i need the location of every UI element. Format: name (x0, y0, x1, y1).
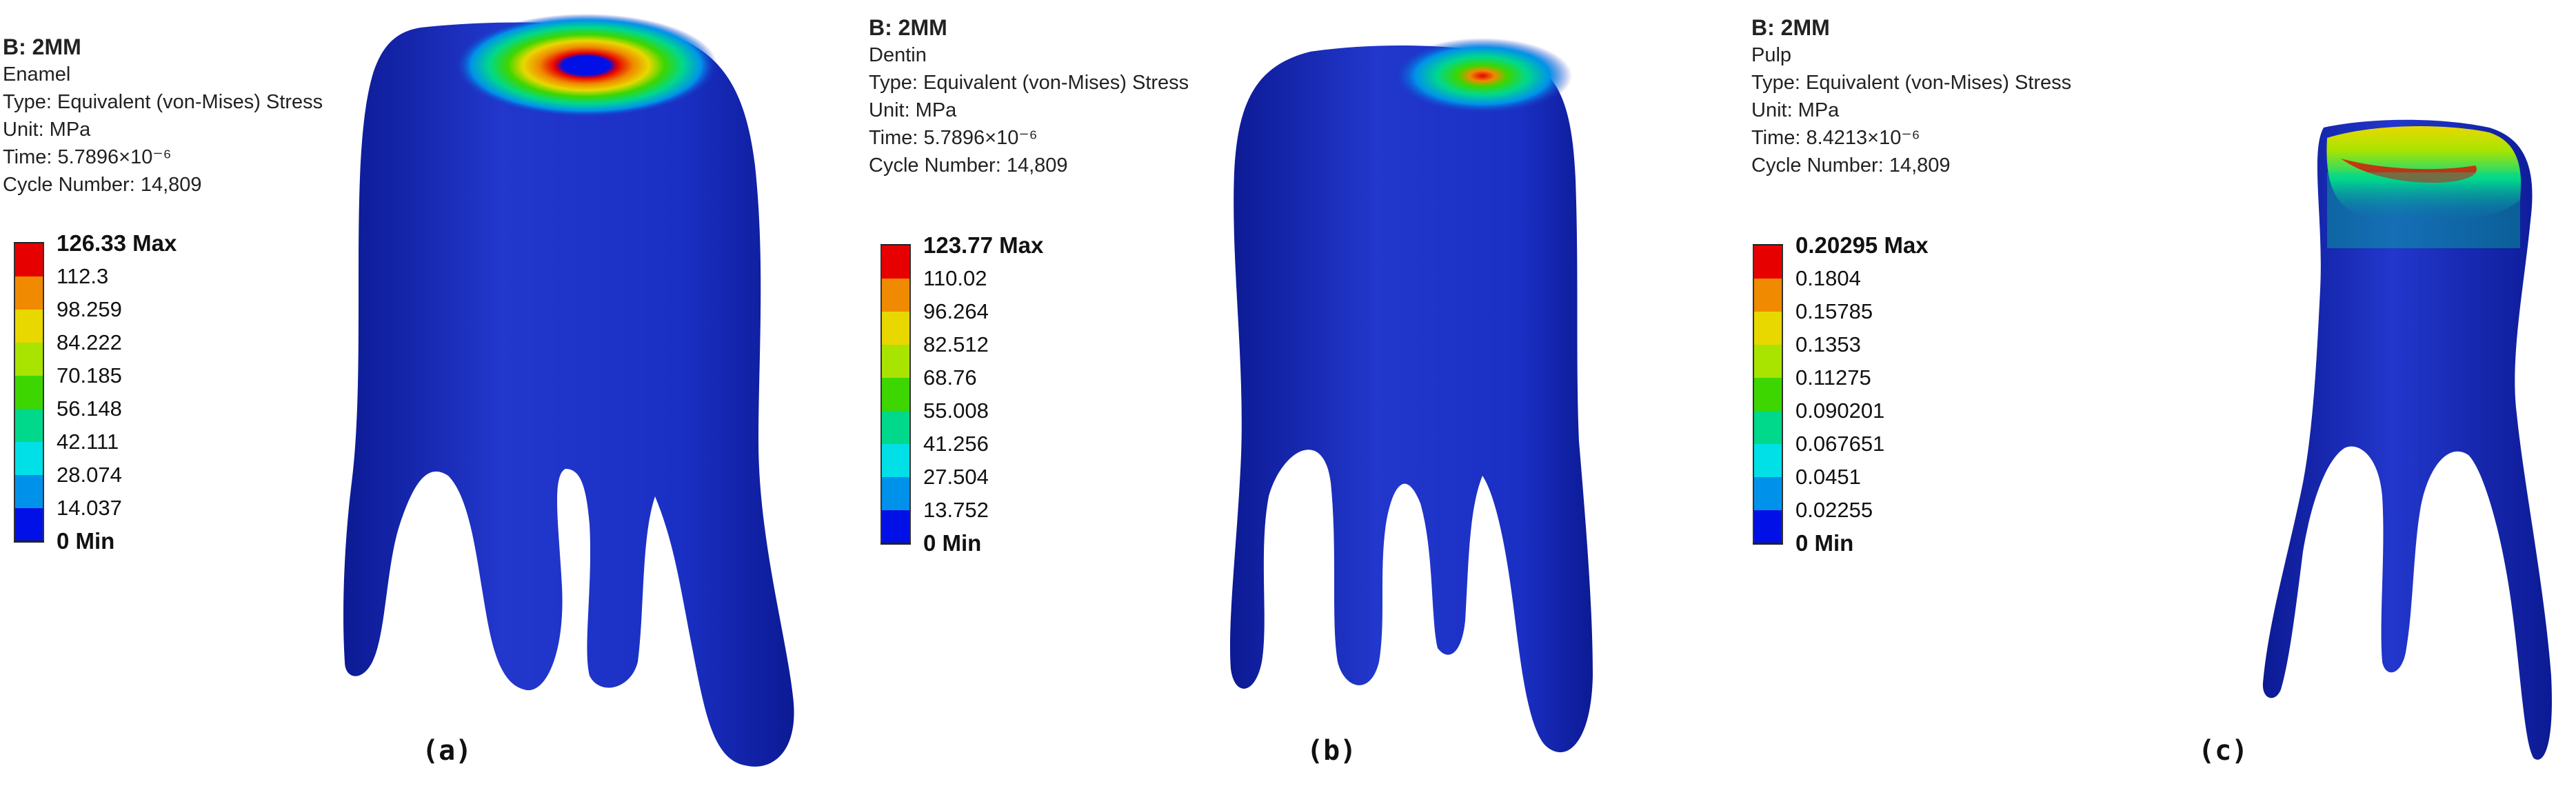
legend-max-label: 123.77 Max (923, 232, 1044, 258)
legend-min-label: 0 Min (1795, 530, 1854, 556)
legend-swatch (881, 378, 911, 411)
legend-tick-label: 0.1804 (1795, 266, 1861, 290)
info-cycle: Cycle Number: 14,809 (869, 154, 1068, 177)
legend-swatch (1753, 245, 1783, 279)
legend-tick-label: 0.1353 (1795, 332, 1861, 356)
legend-swatch (14, 475, 44, 508)
info-title: B: 2MM (1751, 15, 1830, 40)
legend-tick-label: 27.504 (923, 465, 989, 489)
legend-frame-top (14, 242, 44, 244)
legend-tick-label: 28.074 (57, 463, 122, 487)
tooth-pulp-stress-map (2262, 119, 2552, 760)
tooth-body-b (1229, 45, 1593, 753)
legend-swatch (881, 444, 911, 477)
legend-frame-top (1753, 244, 1783, 246)
legend-swatch (881, 312, 911, 345)
info-block-b: B: 2MM Dentin Type: Equivalent (von-Mise… (869, 14, 1189, 179)
info-material: Dentin (869, 44, 927, 66)
legend-tick-label: 82.512 (923, 332, 989, 356)
legend-swatch (881, 510, 911, 543)
legend-tick-label: 42.111 (57, 430, 119, 454)
legend-tick-label: 84.222 (57, 330, 122, 354)
info-type: Type: Equivalent (von-Mises) Stress (3, 91, 323, 113)
info-type: Type: Equivalent (von-Mises) Stress (869, 72, 1189, 94)
legend-swatch (14, 276, 44, 310)
legend-swatch (1753, 411, 1783, 444)
info-block-c: B: 2MM Pulp Type: Equivalent (von-Mises)… (1751, 14, 2071, 179)
legend-swatch (14, 442, 44, 475)
info-material: Enamel (3, 63, 71, 85)
tooth-enamel-stress-map (343, 14, 794, 767)
tooth-dentin-stress-map (1229, 38, 1593, 753)
legend-swatch (1753, 345, 1783, 378)
legend-swatch (14, 409, 44, 442)
info-block-a: B: 2MM Enamel Type: Equivalent (von-Mise… (3, 33, 323, 199)
legend-swatch (881, 245, 911, 279)
info-material: Pulp (1751, 44, 1792, 66)
info-unit: Unit: MPa (869, 99, 957, 121)
legend-swatch (14, 310, 44, 343)
info-time: Time: 8.4213×10⁻⁶ (1751, 127, 1920, 149)
legend-tick-label: 55.008 (923, 399, 989, 423)
legend-tick-label: 41.256 (923, 432, 989, 456)
legend-tick-label: 110.02 (923, 266, 987, 290)
legend-tick-label: 0.11275 (1795, 365, 1871, 390)
legend-frame-bottom (14, 541, 44, 543)
legend-tick-label: 96.264 (923, 299, 989, 323)
legend-tick-label: 0.067651 (1795, 432, 1885, 456)
legend-max-label: 0.20295 Max (1795, 232, 1929, 258)
legend-swatch (1753, 312, 1783, 345)
caption-b: (b) (1307, 735, 1357, 767)
legend-tick-label: 70.185 (57, 363, 122, 387)
info-cycle: Cycle Number: 14,809 (3, 174, 202, 196)
caption-c: (c) (2198, 735, 2248, 767)
legend-frame-bottom (881, 543, 911, 545)
legend-swatch (881, 477, 911, 510)
legend-swatch (1753, 510, 1783, 543)
tooth-body-a (343, 22, 794, 767)
info-unit: Unit: MPa (1751, 99, 1840, 121)
legend-swatch (1753, 279, 1783, 312)
info-unit: Unit: MPa (3, 119, 91, 141)
legend-swatch (14, 508, 44, 541)
legend-min-label: 0 Min (57, 528, 115, 554)
legend-swatch (1753, 444, 1783, 477)
legend-swatch (881, 279, 911, 312)
legend-swatch (1753, 378, 1783, 411)
legend-frame-bottom (1753, 543, 1783, 545)
legend-swatch (881, 411, 911, 444)
legend-swatch (14, 376, 44, 409)
panel-b: B: 2MM Dentin Type: Equivalent (von-Mise… (855, 0, 1717, 786)
info-time: Time: 5.7896×10⁻⁶ (869, 127, 1038, 149)
legend-tick-label: 0.02255 (1795, 498, 1873, 522)
info-title: B: 2MM (3, 34, 81, 59)
caption-a: (a) (422, 735, 472, 767)
legend-tick-label: 0.15785 (1795, 299, 1873, 323)
legend-tick-label: 0.090201 (1795, 399, 1885, 423)
legend-tick-label: 14.037 (57, 496, 122, 520)
legend-tick-label: 112.3 (57, 264, 109, 288)
legend-swatch (881, 345, 911, 378)
tooth-body-c (2262, 119, 2552, 760)
info-type: Type: Equivalent (von-Mises) Stress (1751, 72, 2072, 94)
info-title: B: 2MM (869, 15, 947, 40)
legend-tick-label: 0.0451 (1795, 465, 1861, 489)
legend-tick-label: 68.76 (923, 365, 977, 390)
panel-c: B: 2MM Pulp Type: Equivalent (von-Mises)… (1717, 0, 2576, 786)
legend-tick-label: 56.148 (57, 396, 122, 421)
legend-tick-label: 98.259 (57, 297, 122, 321)
legend-tick-label: 13.752 (923, 498, 989, 522)
legend-swatch (1753, 477, 1783, 510)
legend-swatch (14, 343, 44, 376)
legend-min-label: 0 Min (923, 530, 982, 556)
info-cycle: Cycle Number: 14,809 (1751, 154, 1951, 177)
legend-max-label: 126.33 Max (57, 230, 177, 256)
legend-frame-top (881, 244, 911, 246)
legend-swatch (14, 243, 44, 276)
info-time: Time: 5.7896×10⁻⁶ (3, 146, 172, 168)
panel-a: B: 2MM Enamel Type: Equivalent (von-Mise… (0, 0, 855, 786)
